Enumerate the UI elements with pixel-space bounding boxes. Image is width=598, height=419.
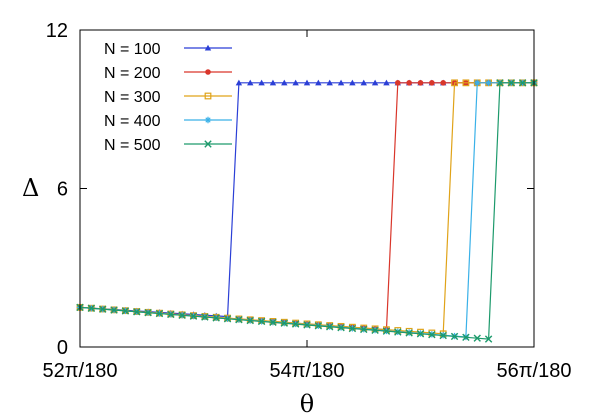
data-point (235, 79, 243, 86)
data-point (258, 79, 265, 86)
data-point (405, 329, 413, 337)
data-point (337, 323, 345, 332)
data-point (349, 79, 356, 86)
legend-label: N = 200 (104, 65, 161, 82)
data-point (360, 325, 368, 334)
legend-item: N = 300 (104, 89, 232, 106)
data-point (406, 80, 412, 86)
data-point (235, 316, 243, 324)
series-layer (76, 79, 538, 343)
y-tick-label: 0 (57, 337, 68, 359)
data-point (429, 80, 435, 86)
data-point (315, 79, 322, 86)
x-axis-label: θ (300, 390, 314, 418)
data-point (326, 79, 333, 86)
data-point (281, 79, 288, 86)
data-point (280, 319, 288, 327)
data-point (144, 308, 152, 317)
y-axis-label: Δ (22, 174, 39, 202)
legend-marker (204, 116, 212, 124)
data-point (314, 322, 323, 330)
data-point (326, 323, 334, 331)
data-point (247, 79, 254, 86)
data-point (110, 306, 118, 314)
legend-label: N = 500 (104, 137, 161, 154)
data-point (440, 80, 447, 86)
data-point (428, 330, 436, 339)
data-point (485, 79, 492, 87)
x-tick-label: 54π/180 (270, 360, 345, 382)
legend-item: N = 400 (104, 113, 232, 130)
data-point (451, 79, 458, 87)
data-point (518, 79, 527, 87)
data-point (189, 312, 198, 320)
legend-marker (204, 44, 212, 51)
legend-item: N = 200 (104, 65, 232, 82)
legend-marker (205, 69, 211, 75)
data-point (417, 80, 424, 86)
data-point (371, 79, 379, 86)
data-point (303, 321, 311, 329)
data-point (99, 305, 107, 313)
data-point (291, 320, 300, 328)
data-point (178, 311, 186, 319)
data-point (87, 304, 96, 312)
data-point (121, 307, 130, 315)
data-point (371, 326, 379, 334)
legend-marker (204, 92, 212, 100)
data-point (201, 313, 209, 321)
data-point (292, 79, 299, 86)
data-point (439, 331, 447, 340)
axes-ticks: 52π/180 54π/180 56π/180 0 6 12 (43, 20, 572, 382)
legend-item: N = 500 (104, 137, 232, 154)
data-point (450, 332, 459, 341)
y-tick-label: 12 (46, 20, 68, 42)
data-point (383, 79, 390, 86)
data-point (395, 80, 401, 86)
data-point (167, 310, 175, 319)
data-point (155, 309, 164, 318)
data-point (223, 315, 232, 323)
data-point (269, 318, 277, 327)
data-point (269, 79, 277, 86)
data-point (473, 334, 481, 342)
x-tick-label: 52π/180 (43, 360, 118, 382)
data-point (394, 328, 402, 336)
data-point (507, 79, 515, 87)
data-point (416, 330, 425, 338)
legend-label: N = 300 (104, 89, 161, 106)
series-500 (76, 79, 538, 343)
data-point (337, 79, 345, 86)
data-point (303, 79, 311, 86)
data-point (382, 327, 391, 335)
legend-label: N = 100 (104, 41, 161, 58)
legend-item: N = 100 (104, 41, 232, 58)
data-point (360, 79, 367, 86)
y-tick-label: 6 (57, 179, 68, 201)
data-point (484, 335, 493, 343)
data-point (133, 308, 141, 316)
legend-marker (204, 140, 212, 148)
data-point (212, 314, 220, 322)
data-point (246, 316, 254, 325)
data-point (462, 79, 470, 87)
data-point (257, 317, 266, 326)
x-tick-label: 56π/180 (497, 360, 572, 382)
data-point (496, 79, 504, 87)
legend: N = 100 N = 200 N = 300 N = 400 N = 500 (104, 41, 232, 154)
legend-label: N = 400 (104, 113, 161, 130)
data-point (474, 79, 481, 87)
data-point (462, 333, 470, 342)
data-point (348, 324, 357, 333)
